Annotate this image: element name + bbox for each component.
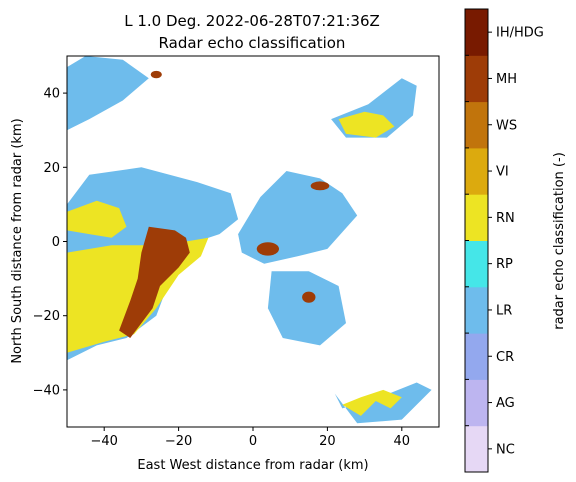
y-tick-label: 40 (43, 87, 60, 102)
echo-region-rn (342, 389, 402, 416)
x-tick-label: 20 (319, 434, 336, 449)
colorbar-swatch (465, 55, 488, 103)
echo-region-mh (302, 291, 316, 303)
colorbar-class-label: NC (496, 442, 515, 457)
x-tick-label: 40 (394, 434, 411, 449)
colorbar-swatch (465, 9, 488, 56)
y-tick-label: 0 (52, 235, 60, 250)
echo-region-mh (119, 226, 190, 338)
colorbar-swatch (465, 240, 488, 288)
y-tick-label: 20 (43, 161, 60, 176)
colorbar-swatch (465, 379, 488, 427)
y-tick-label: −20 (33, 309, 60, 324)
colorbar-class-label: CR (496, 350, 514, 365)
colorbar-frame (464, 8, 489, 473)
y-axis-label: North South distance from radar (km) (10, 118, 25, 363)
colorbar-class-label: AG (496, 396, 515, 411)
colorbar-swatch (465, 286, 488, 334)
colorbar-class-label: MH (496, 72, 517, 87)
x-axis-ticks: −40 −20 0 20 40 (90, 427, 410, 449)
echo-region-lr (67, 56, 149, 131)
x-tick-label: 0 (249, 434, 257, 449)
colorbar-class-label: RN (496, 211, 515, 226)
echo-region-mh (150, 70, 162, 79)
colorbar-class-label: RP (496, 257, 513, 272)
colorbar-swatch (465, 194, 488, 241)
chart-title: L 1.0 Deg. 2022-06-28T07:21:36Z (124, 12, 380, 30)
y-tick-label: −40 (33, 383, 60, 398)
colorbar-label: radar echo classification (-) (552, 152, 567, 330)
colorbar-swatch (465, 147, 488, 195)
x-tick-label: −20 (165, 434, 192, 449)
echo-region-lr (267, 271, 346, 346)
colorbar-swatch (465, 333, 488, 380)
echo-region-rn (67, 200, 127, 238)
colorbar-swatch (465, 101, 488, 149)
y-axis-ticks: −40 −20 0 20 40 (33, 87, 67, 398)
echo-region-mh (310, 181, 330, 191)
colorbar-class-label: LR (496, 303, 512, 318)
colorbar-class-label: VI (496, 165, 509, 180)
colorbar-class-label: IH/HDG (496, 26, 544, 41)
colorbar-swatch (465, 425, 488, 473)
echo-region-mh (256, 242, 280, 256)
radar-echo-field (67, 56, 432, 424)
x-axis-label: East West distance from radar (km) (137, 458, 368, 473)
colorbar-class-label: WS (496, 118, 517, 133)
colorbar: NC AG CR LR RP RN VI WS MH IH/HDG (464, 8, 544, 473)
x-tick-label: −40 (90, 434, 117, 449)
echo-region-lr (238, 171, 358, 264)
echo-region-rn (338, 111, 395, 138)
chart-subtitle: Radar echo classification (159, 34, 346, 52)
